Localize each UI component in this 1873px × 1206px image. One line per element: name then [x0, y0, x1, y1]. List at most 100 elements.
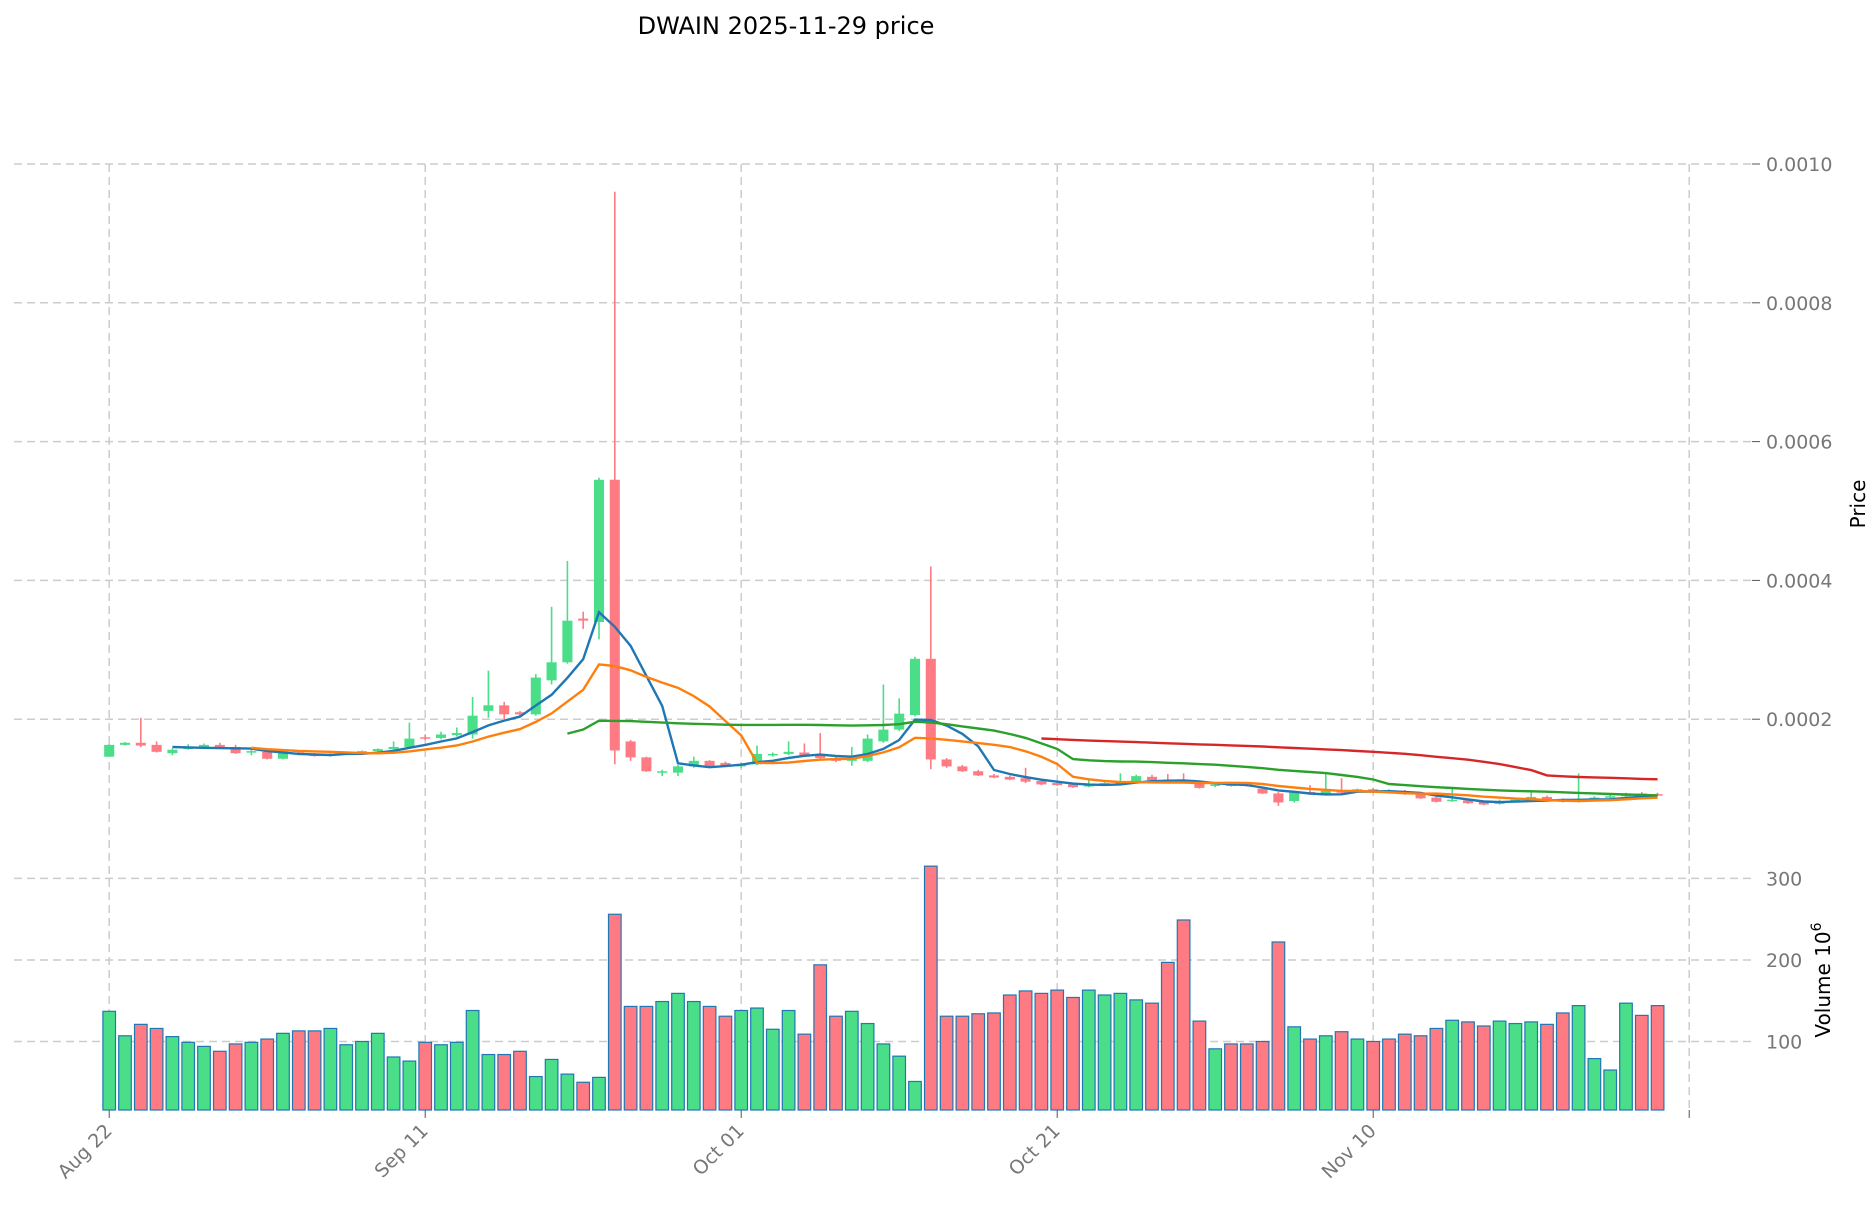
- volume-bar: [1397, 1033, 1412, 1111]
- volume-bar: [1587, 1058, 1602, 1111]
- volume-bar: [465, 1009, 480, 1111]
- volume-bar: [307, 1030, 322, 1111]
- price-tick-label: 0.0006: [1766, 432, 1832, 454]
- volume-bar: [1145, 1002, 1159, 1111]
- candle-body: [783, 751, 794, 754]
- candle-body: [1257, 788, 1268, 794]
- volume-bar: [718, 1015, 733, 1111]
- candle-body: [483, 705, 494, 711]
- moving-averages: [172, 610, 1658, 804]
- candle-body: [499, 705, 510, 715]
- candle-body: [1004, 776, 1015, 780]
- candle-body: [1067, 784, 1079, 788]
- candle-body: [720, 762, 731, 766]
- volume-bar: [623, 1005, 638, 1111]
- volume-bar: [418, 1041, 433, 1111]
- volume-bar: [244, 1041, 259, 1111]
- volume-bar: [1555, 1012, 1570, 1111]
- volume-bar: [1429, 1027, 1444, 1111]
- volume-bar: [1018, 990, 1033, 1111]
- volume-bar: [1571, 1005, 1586, 1111]
- candle-body: [1210, 784, 1221, 786]
- volume-bar: [639, 1005, 654, 1111]
- volume-axis-exponent: 6: [1809, 922, 1825, 931]
- candle-body: [593, 479, 605, 623]
- volume-bar: [1239, 1043, 1254, 1111]
- volume-bar: [939, 1015, 954, 1111]
- candle-body: [435, 734, 447, 738]
- price-tick-label: 0.0004: [1766, 570, 1832, 592]
- volume-bar: [1334, 1031, 1349, 1111]
- candle-body: [151, 744, 162, 752]
- candle-body: [672, 766, 684, 773]
- volume-bar: [1350, 1038, 1365, 1111]
- candle-body: [1368, 789, 1379, 791]
- volume-bar: [576, 1081, 591, 1111]
- candle-body: [957, 766, 968, 772]
- volume-bar: [1050, 989, 1065, 1111]
- candle-body: [546, 662, 557, 681]
- candle-body: [1131, 776, 1142, 782]
- volume-bar: [1271, 941, 1286, 1111]
- volume-bar: [1097, 994, 1112, 1111]
- volume-bar: [702, 1005, 717, 1111]
- volume-bar: [813, 964, 828, 1111]
- volume-bar: [291, 1030, 306, 1111]
- volume-tick-label: 300: [1766, 868, 1802, 890]
- volume-bar: [908, 1080, 922, 1111]
- candle-body: [388, 746, 399, 750]
- volume-bar: [228, 1043, 243, 1111]
- volume-bar: [955, 1015, 970, 1111]
- volume-bar: [876, 1043, 891, 1111]
- volume-bar: [339, 1044, 354, 1111]
- volume-bar: [212, 1050, 227, 1111]
- x-tick-label: Nov 10: [1318, 1120, 1381, 1183]
- price-tick-label: 0.0008: [1766, 293, 1832, 315]
- x-tick-label: Oct 01: [689, 1120, 749, 1180]
- candle-body: [751, 753, 763, 765]
- candle-body: [1020, 778, 1031, 782]
- candle-body: [799, 752, 810, 756]
- candle-body: [277, 751, 289, 759]
- candle-body: [625, 741, 636, 758]
- candle-body: [1273, 793, 1284, 803]
- volume-bar: [1192, 1020, 1207, 1111]
- volume-bar: [844, 1010, 859, 1111]
- volume-bar: [781, 1009, 796, 1111]
- candle-body: [198, 744, 210, 747]
- volume-bar: [260, 1038, 275, 1111]
- volume-bar: [1445, 1019, 1460, 1111]
- candle-body: [925, 658, 936, 760]
- candle-body: [1431, 797, 1442, 802]
- volume-bar: [276, 1032, 290, 1111]
- candle-body: [1289, 791, 1300, 802]
- volume-bar: [544, 1058, 559, 1111]
- volume-bar: [1287, 1026, 1302, 1111]
- x-tick-label: Oct 21: [1005, 1120, 1065, 1180]
- candle-body: [1052, 783, 1063, 786]
- candle-body: [420, 737, 431, 739]
- candle-body: [404, 738, 415, 747]
- volume-bar: [149, 1027, 164, 1111]
- candle-body: [688, 760, 699, 767]
- volume-bar: [1508, 1022, 1523, 1111]
- candle-body: [973, 771, 984, 776]
- volume-bar: [1461, 1021, 1475, 1111]
- candle-body: [230, 746, 241, 754]
- volume-bar: [892, 1055, 907, 1111]
- volume-bar: [449, 1041, 464, 1111]
- candle-body: [1605, 796, 1616, 798]
- candle-body: [767, 753, 778, 756]
- volume-bar: [481, 1053, 496, 1111]
- volume-bar: [1634, 1014, 1649, 1111]
- volume-bars: [102, 865, 1665, 1111]
- candle-body: [578, 618, 589, 621]
- volume-bar: [1524, 1021, 1539, 1111]
- volume-bar: [497, 1053, 512, 1111]
- volume-bar: [1113, 992, 1128, 1111]
- candle-body: [467, 715, 478, 735]
- volume-bar: [133, 1023, 148, 1111]
- candle-body: [1415, 794, 1426, 799]
- volume-bar: [829, 1015, 843, 1111]
- volume-bar: [686, 1000, 701, 1111]
